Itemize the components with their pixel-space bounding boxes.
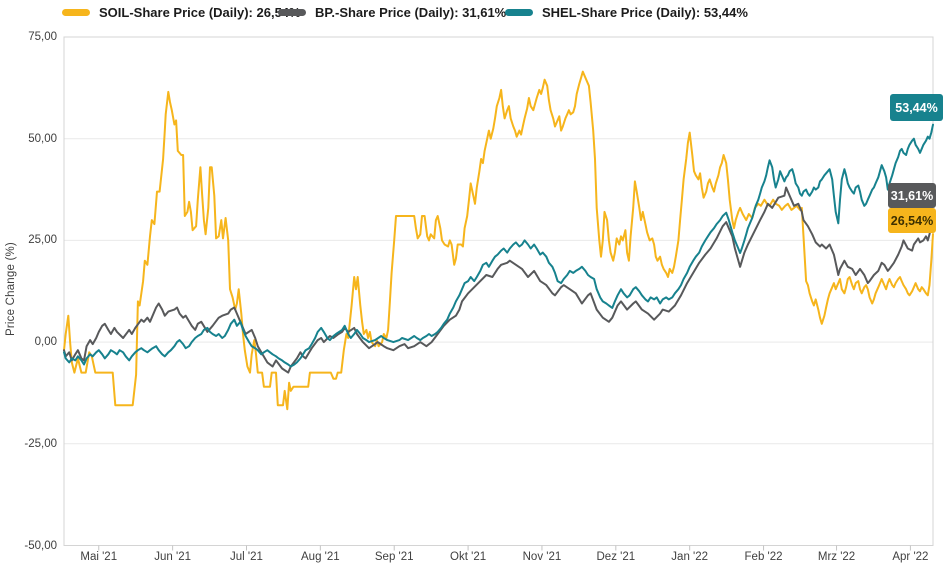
x-tick-label: Dez '21 (596, 551, 636, 563)
series-line-bp (63, 186, 934, 374)
x-tick-label: Mai '21 (80, 551, 118, 563)
y-tick-label: 0,00 (34, 336, 57, 349)
value-badge-bp: 31,61% (888, 183, 936, 208)
series-line-soil (63, 70, 934, 411)
legend-item-bp[interactable]: BP.-Share Price (Daily): 31,61% (278, 3, 506, 21)
x-tick-label: Nov '21 (522, 551, 562, 563)
x-tick-label: Aug '21 (301, 551, 340, 563)
value-badge-soil: 26,54% (888, 208, 936, 233)
legend-swatch-bp-icon (278, 8, 306, 16)
y-tick-label: -25,00 (24, 437, 57, 450)
y-tick-label: -50,00 (24, 539, 57, 552)
x-tick-label: Jun '21 (154, 551, 191, 563)
y-tick-label: 50,00 (28, 132, 57, 145)
x-tick-label: Apr '22 (892, 551, 929, 563)
y-tick-label: 75,00 (28, 31, 57, 43)
x-tick-label: Feb '22 (744, 551, 783, 563)
legend-label-bp: BP.-Share Price (Daily): 31,61% (315, 4, 507, 20)
plot-border (63, 36, 934, 546)
legend-label-shel: SHEL-Share Price (Daily): 53,44% (542, 4, 748, 20)
x-tick-label: Jul '21 (230, 551, 263, 563)
x-tick-label: Jan '22 (671, 551, 709, 563)
x-tick-label: Okt '21 (450, 551, 487, 563)
y-tick-label: 25,00 (28, 234, 57, 247)
legend-swatch-shel-icon (505, 8, 533, 16)
legend-label-soil: SOIL-Share Price (Daily): 26,54% (99, 4, 301, 20)
legend-swatch-soil-icon (62, 8, 90, 16)
x-tick-label: Mrz '22 (817, 551, 856, 563)
legend-item-shel[interactable]: SHEL-Share Price (Daily): 53,44% (505, 3, 748, 21)
x-tick-label: Sep '21 (374, 551, 414, 563)
legend-item-soil[interactable]: SOIL-Share Price (Daily): 26,54% (62, 3, 301, 21)
value-badge-shel: 53,44% (890, 94, 943, 121)
series-line-shel (63, 123, 934, 368)
